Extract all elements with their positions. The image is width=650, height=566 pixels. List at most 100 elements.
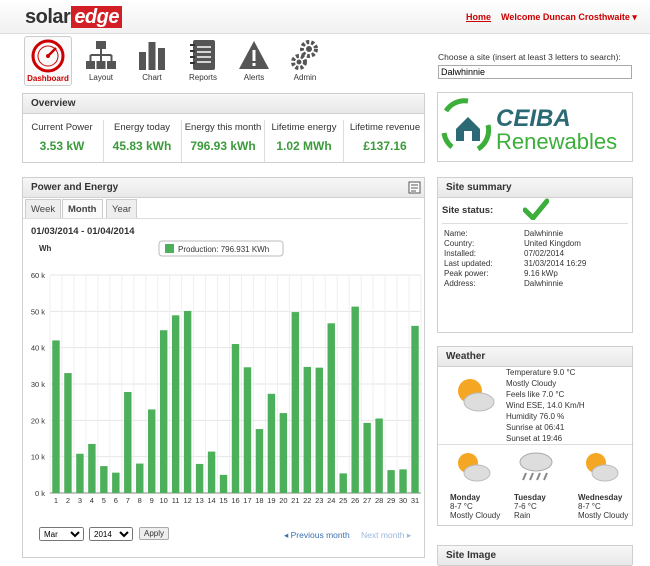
site-summary-panel: Site summary Site status: Name: Dalwhinni… (437, 177, 633, 333)
last-updated-value: 31/03/2014 16:29 (524, 259, 587, 268)
divider (442, 223, 628, 224)
current-power: Current Power 3.53 kW (31, 122, 93, 153)
nav-reports[interactable]: Reports (179, 36, 227, 86)
lifetime-energy: Lifetime energy 1.02 MWh (271, 122, 337, 153)
info-key: Installed: (444, 249, 477, 258)
tab-month[interactable]: Month (62, 199, 103, 219)
lifetime-revenue: Lifetime revenue £137.16 (349, 122, 421, 153)
wind-text: Wind ESE, 14.0 Km/H (506, 401, 585, 410)
x-tick-label: 22 (303, 496, 311, 505)
date-range: 01/03/2014 - 01/04/2014 (31, 226, 135, 237)
divider (23, 218, 421, 219)
installed-value: 07/02/2014 (524, 249, 565, 258)
bar (399, 469, 407, 493)
power-energy-title: Power and Energy (23, 178, 424, 198)
bar (279, 413, 288, 493)
divider (181, 120, 182, 162)
site-name-value: Dalwhinnie (524, 229, 564, 238)
apply-button[interactable]: Apply (139, 527, 170, 540)
nav-admin[interactable]: Admin (281, 36, 329, 86)
bar (255, 429, 264, 493)
y-tick-label: 60 k (31, 271, 45, 280)
tab-week[interactable]: Week (25, 199, 62, 219)
bar (76, 453, 84, 493)
gears-icon (291, 40, 318, 70)
partly-cloudy-icon (458, 453, 491, 482)
bar-chart-icon (139, 42, 165, 70)
warning-icon (239, 41, 269, 69)
bar (136, 463, 144, 493)
nav-chart[interactable]: Chart (128, 36, 176, 86)
site-image-title: Site Image (438, 546, 632, 566)
home-link[interactable]: Home (466, 12, 492, 22)
x-tick-label: 15 (219, 496, 227, 505)
bar (112, 472, 120, 493)
bar (148, 409, 156, 493)
x-tick-label: 7 (126, 496, 130, 505)
bar (100, 466, 108, 493)
year-select[interactable]: 2014 (89, 527, 133, 541)
bar (339, 473, 347, 493)
info-key: Peak power: (444, 269, 489, 278)
weather-title: Weather (438, 347, 632, 367)
legend-box (158, 240, 284, 257)
energy-month: Energy this month 796.93 kWh (184, 122, 262, 153)
site-summary-title: Site summary (438, 178, 632, 198)
bar (159, 330, 168, 493)
site-search-label: Choose a site (insert at least 3 letters… (438, 52, 621, 62)
x-tick-label: 16 (231, 496, 239, 505)
svg-text:CEIBA: CEIBA (496, 105, 571, 132)
bar (387, 470, 395, 493)
info-key: Country: (444, 239, 475, 248)
y-tick-label: 0 k (35, 489, 45, 498)
x-tick-label: 26 (351, 496, 359, 505)
x-tick-label: 19 (267, 496, 275, 505)
partly-cloudy-icon (586, 453, 619, 482)
humidity-text: Humidity 76.0 % (506, 412, 565, 421)
user-menu[interactable]: Welcome Duncan Crosthwaite ▾ (501, 12, 637, 22)
x-tick-label: 25 (339, 496, 347, 505)
x-tick-label: 20 (279, 496, 287, 505)
x-tick-label: 9 (150, 496, 154, 505)
x-tick-label: 12 (183, 496, 191, 505)
bar (64, 373, 72, 493)
divider (264, 120, 265, 162)
x-tick-label: 3 (78, 496, 82, 505)
bar (351, 306, 359, 493)
forecast-tuesday: Tuesday 7-6 °C Rain (514, 493, 546, 520)
sunset-text: Sunset at 19:46 (506, 434, 563, 443)
next-month-link[interactable]: Next month ▸ (361, 530, 412, 540)
feels-like-text: Feels like 7.0 °C (506, 390, 565, 399)
partly-cloudy-icon (458, 379, 495, 412)
bar (267, 393, 276, 493)
check-icon (523, 198, 549, 220)
bar (243, 367, 252, 493)
export-icon[interactable] (408, 181, 421, 194)
x-tick-label: 10 (160, 496, 168, 505)
solaredge-logo[interactable]: solar edge (25, 6, 122, 29)
month-select[interactable]: Mar (39, 527, 84, 541)
x-tick-label: 1 (54, 496, 58, 505)
country-value: United Kingdom (524, 239, 581, 248)
bar (195, 463, 204, 493)
x-tick-label: 30 (399, 496, 407, 505)
bar (327, 323, 335, 493)
tab-year[interactable]: Year (106, 199, 138, 219)
nav-dashboard[interactable]: Dashboard (24, 36, 72, 86)
x-tick-label: 23 (315, 496, 323, 505)
nav-alerts[interactable]: Alerts (230, 36, 278, 86)
legend-swatch (165, 244, 174, 253)
site-image-panel: Site Image (437, 545, 633, 566)
forecast-monday: Monday 8-7 °C Mostly Cloudy (450, 493, 501, 520)
info-key: Address: (444, 279, 476, 288)
bar (124, 391, 132, 493)
main-nav: Dashboard Layout Chart Reports Alerts Ad… (22, 36, 338, 86)
nav-layout[interactable]: Layout (77, 36, 125, 86)
x-tick-label: 24 (327, 496, 335, 505)
condition-text: Mostly Cloudy (506, 379, 557, 388)
apply-wrap: Apply (139, 527, 170, 543)
y-tick-label: 30 k (31, 380, 45, 389)
site-search-input[interactable] (438, 65, 632, 79)
previous-month-link[interactable]: ◂ Previous month (284, 530, 350, 540)
x-tick-label: 5 (102, 496, 106, 505)
